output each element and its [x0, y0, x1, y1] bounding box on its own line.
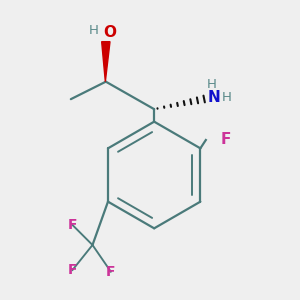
- Text: F: F: [106, 265, 116, 279]
- Text: O: O: [103, 25, 116, 40]
- Text: F: F: [220, 133, 231, 148]
- Polygon shape: [102, 42, 110, 82]
- Text: N: N: [208, 90, 220, 105]
- Text: H: H: [88, 24, 98, 37]
- Text: H: H: [222, 91, 232, 104]
- Text: F: F: [68, 218, 77, 232]
- Text: F: F: [68, 263, 77, 277]
- Text: H: H: [207, 78, 217, 91]
